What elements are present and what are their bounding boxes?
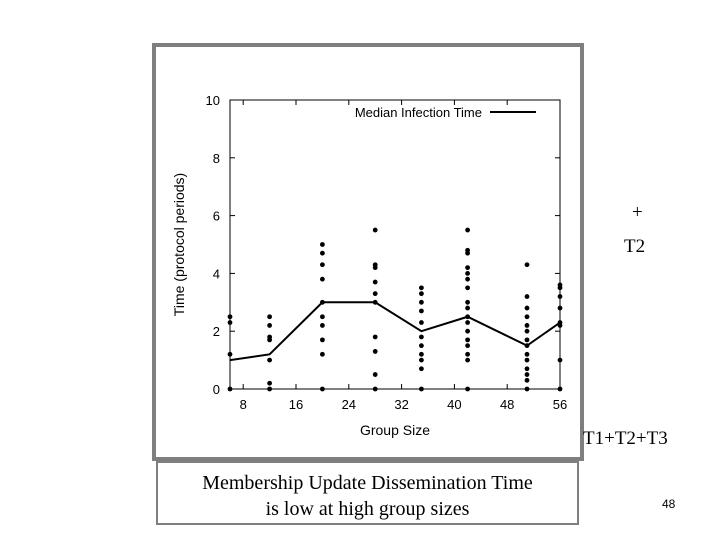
y-tick-label: 10	[206, 93, 220, 108]
scatter-point	[267, 386, 272, 392]
scatter-point	[227, 314, 233, 320]
scatter-point	[524, 372, 530, 377]
scatter-point	[419, 343, 424, 349]
scatter-point	[465, 351, 470, 357]
scatter-point	[227, 351, 233, 357]
scatter-point	[320, 242, 325, 247]
chart-frame: 0 2 4 6 8 10 8 16 24 32 40 48 56 Group Size Time (prot…	[152, 43, 584, 461]
scatter-point	[524, 314, 530, 320]
scatter-point	[524, 366, 530, 372]
scatter-point	[419, 386, 424, 392]
scatter-point	[465, 328, 470, 334]
scatter-point	[524, 377, 530, 383]
scatter-point	[465, 299, 470, 305]
y-axis-label: Time (protocol periods)	[171, 173, 187, 316]
scatter-point	[557, 357, 563, 363]
scatter-point	[419, 320, 424, 325]
scatter-point	[524, 351, 530, 357]
scatter-point	[372, 227, 378, 233]
scatter-point	[419, 366, 424, 372]
median-line	[229, 301, 561, 362]
scatter-point	[557, 386, 563, 392]
scatter-point	[372, 372, 378, 377]
scatter-point	[465, 357, 470, 363]
caption-line-1: Membership Update Dissemination Time	[202, 472, 533, 494]
x-tick-label: 48	[500, 397, 514, 412]
scatter-point	[227, 320, 233, 325]
scatter-point	[524, 337, 530, 343]
x-tick-label: 40	[447, 397, 461, 412]
scatter-point	[524, 305, 530, 311]
scatter-point	[557, 294, 563, 299]
scatter-point	[419, 334, 424, 340]
scatter-point	[524, 323, 530, 328]
scatter-point	[465, 271, 470, 276]
caption-box: Membership Update Dissemination Time is …	[156, 461, 579, 525]
t-sum-label: T1+T2+T3	[583, 428, 668, 449]
scatter-point	[227, 386, 233, 392]
y-tick-label: 2	[213, 324, 220, 339]
scatter-point	[419, 291, 424, 297]
plot-area-border	[229, 99, 561, 390]
y-tick-label: 6	[213, 209, 220, 224]
scatter-point	[419, 308, 424, 314]
scatter-point	[372, 386, 378, 392]
scatter-point	[267, 334, 272, 340]
scatter-point	[524, 386, 530, 392]
plus-label: +	[632, 202, 643, 223]
x-axis-label: Group Size	[360, 422, 430, 438]
scatter-point	[419, 357, 424, 363]
scatter-point	[267, 380, 272, 386]
page-number: 48	[662, 497, 676, 511]
scatter-point	[524, 357, 530, 363]
scatter-point	[320, 351, 325, 357]
scatter-point	[465, 265, 470, 271]
scatter-point	[320, 314, 325, 320]
scatter-point	[465, 305, 470, 311]
scatter-point	[557, 282, 563, 288]
scatter-point	[465, 320, 470, 325]
scatter-point	[465, 247, 470, 253]
scatter-point	[465, 343, 470, 349]
scatter-point	[372, 334, 378, 340]
scatter-point	[419, 351, 424, 357]
legend-label: Median Infection Time	[355, 105, 482, 120]
scatter-point	[465, 337, 470, 343]
scatter-point	[372, 279, 378, 285]
t2-label: T2	[624, 236, 646, 257]
scatter-point	[320, 250, 325, 256]
y-tick-label: 0	[213, 382, 220, 397]
x-tick-label: 16	[289, 397, 303, 412]
scatter-point	[320, 276, 325, 282]
scatter-point	[557, 305, 563, 311]
scatter-point	[419, 299, 424, 305]
scatter-point	[419, 285, 424, 291]
scatter-point	[267, 314, 272, 320]
scatter-point	[320, 323, 325, 328]
scatter-point	[372, 291, 378, 297]
scatter-point	[320, 337, 325, 343]
scatter-point	[465, 285, 470, 291]
x-tick-label: 24	[342, 397, 356, 412]
scatter-point	[524, 262, 530, 268]
y-tick-label: 4	[213, 266, 220, 281]
scatter-point	[465, 386, 470, 392]
x-tick-label: 8	[240, 397, 247, 412]
scatter-point	[465, 276, 470, 282]
scatter-point	[320, 262, 325, 268]
x-tick-label: 56	[553, 397, 567, 412]
caption-line-2: is low at high group sizes	[265, 498, 470, 520]
scatter-point	[524, 328, 530, 334]
scatter-point	[372, 262, 378, 268]
y-tick-label: 8	[213, 151, 220, 166]
scatter-point	[524, 294, 530, 299]
x-tick-label: 32	[394, 397, 408, 412]
scatter-point	[372, 349, 378, 354]
scatter-point	[320, 386, 325, 392]
scatter-point	[267, 357, 272, 363]
scatter-point	[267, 323, 272, 328]
scatter-point	[465, 227, 470, 233]
